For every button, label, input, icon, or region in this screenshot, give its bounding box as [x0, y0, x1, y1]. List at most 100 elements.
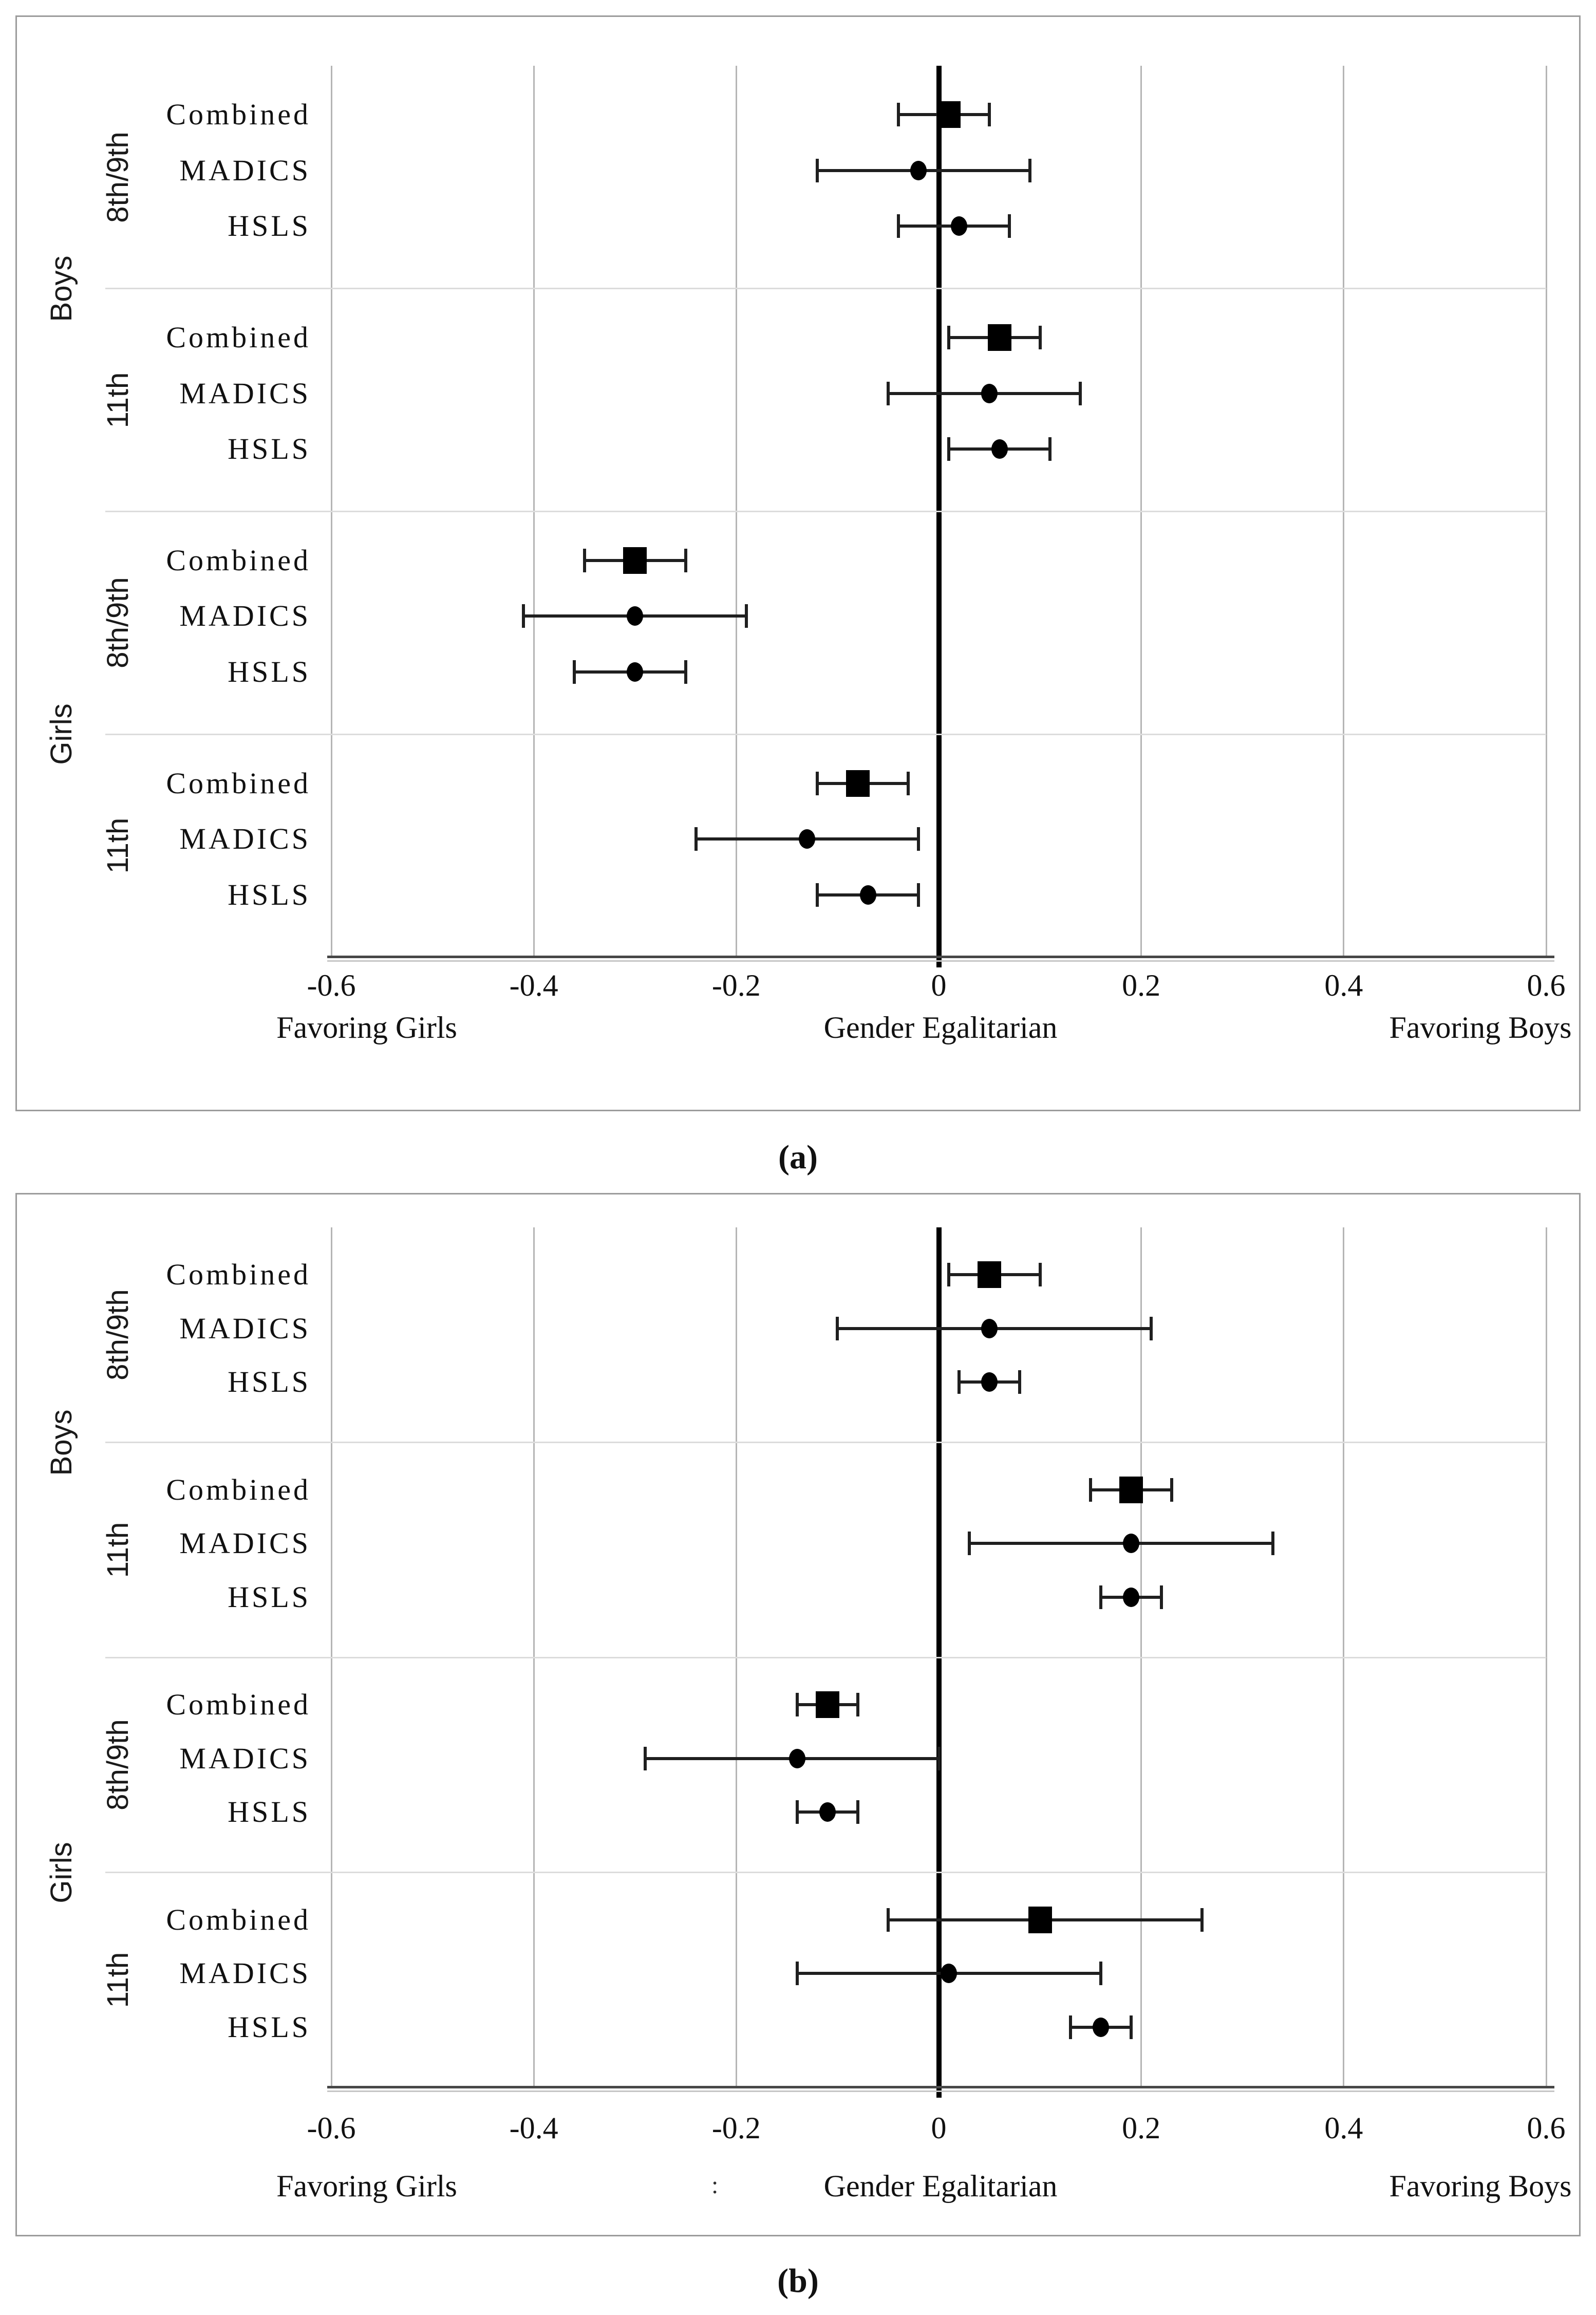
ci-cap-high [1048, 437, 1052, 461]
x-tick-label: 0 [931, 2111, 947, 2145]
row-label-hsls: HSLS [228, 2010, 311, 2044]
ci-cap-low [886, 1908, 890, 1932]
combined-summary-marker [978, 1261, 1002, 1289]
row-label-hsls: HSLS [228, 432, 311, 466]
row-label-madics: MADICS [179, 376, 311, 410]
ci-cap-low [643, 1746, 647, 1770]
favoring-girls-label: Favoring Girls [276, 1011, 457, 1044]
row-label-combined: Combined [166, 1258, 311, 1292]
panel-a-axis-annotations: Favoring Girls Gender Egalitarian Favori… [17, 1006, 1579, 1049]
zero-reference-line [936, 66, 942, 967]
ci-cap-high [856, 1693, 859, 1717]
x-tick-label: -0.6 [307, 2111, 356, 2145]
ci-cap-high [1018, 1370, 1022, 1394]
study-estimate-marker [950, 216, 967, 236]
ci-cap-low [816, 883, 819, 907]
ci-cap-low [583, 548, 586, 572]
ci-cap-high [856, 1800, 859, 1824]
ci-cap-high [1170, 1478, 1173, 1502]
x-axis-underline [327, 960, 1554, 962]
x-tick-label: 0.2 [1122, 968, 1161, 1002]
favoring-boys-label: Favoring Boys [1389, 1011, 1572, 1044]
study-estimate-marker [981, 1372, 998, 1392]
ci-cap-high [1099, 1962, 1102, 1986]
row-label-madics: MADICS [179, 599, 311, 633]
study-estimate-marker [819, 1802, 836, 1822]
ci-cap-low [816, 771, 819, 795]
gender-label-boys: Boys [45, 255, 78, 322]
study-estimate-marker [1092, 2017, 1109, 2037]
gridline-0.6 [1545, 66, 1547, 957]
ci-cap-low [573, 660, 576, 684]
panel-a-x-axis-ticks: -0.6 -0.4 -0.2 0 0.2 0.4 0.6 [307, 966, 1566, 1004]
x-tick-label: 0.4 [1324, 968, 1363, 1002]
panel-b-axis-annotations: Favoring Girls Gender Egalitarian Favori… [17, 2164, 1579, 2208]
ci-cap-high [988, 103, 991, 127]
combined-summary-marker [815, 1691, 839, 1719]
ci-cap-high [1038, 1263, 1042, 1287]
combined-summary-marker [1028, 1906, 1052, 1933]
x-tick-label: 0.4 [1324, 2111, 1363, 2145]
ci-cap-low [967, 1532, 971, 1556]
x-axis-line [327, 2086, 1554, 2088]
confidence-interval [969, 1542, 1273, 1545]
ci-cap-high [1129, 2015, 1133, 2039]
row-label-madics: MADICS [179, 1311, 311, 1345]
gender-label-girls: Girls [45, 703, 78, 765]
row-label-combined: Combined [166, 1472, 311, 1506]
ci-cap-high [684, 548, 687, 572]
ci-cap-low [896, 214, 900, 238]
study-estimate-marker [627, 606, 644, 626]
group-separator [105, 1872, 1546, 1873]
x-tick-label: -0.4 [509, 2111, 558, 2145]
ci-cap-low [947, 326, 951, 350]
row-label-hsls: HSLS [228, 209, 311, 243]
group-separator [105, 733, 1546, 735]
combined-summary-marker [937, 101, 961, 128]
panel-b-plot-area: Boys 8th/9th Combined MADICS HSLS 11th Combine… [45, 1227, 1554, 2098]
x-tick-label: 0.2 [1122, 2111, 1161, 2145]
study-estimate-marker [627, 662, 644, 682]
ci-cap-high [1008, 214, 1011, 238]
row-label-combined: Combined [166, 98, 311, 132]
ci-cap-low [795, 1800, 799, 1824]
ci-cap-high [1150, 1316, 1153, 1340]
x-tick-label: 0.6 [1527, 968, 1566, 1002]
gender-label-boys: Boys [45, 1409, 78, 1476]
ci-cap-low [886, 381, 890, 405]
study-estimate-marker [1122, 1534, 1139, 1554]
ci-cap-low [816, 158, 819, 182]
panel-b-x-axis-ticks: -0.6 -0.4 -0.2 0 0.2 0.4 0.6 [307, 2109, 1566, 2147]
ci-cap-low [1089, 1478, 1093, 1502]
panel-b: Boys 8th/9th Combined MADICS HSLS 11th Combine… [15, 1193, 1581, 2236]
ci-cap-low [957, 1370, 961, 1394]
row-label-combined: Combined [166, 543, 311, 577]
ci-cap-low [694, 827, 698, 851]
row-label-hsls: HSLS [228, 1365, 311, 1399]
ci-cap-low [1068, 2015, 1072, 2039]
group-separator [105, 1442, 1546, 1443]
gridline-0.6 [1545, 1227, 1547, 2087]
row-label-combined: Combined [166, 1688, 311, 1722]
ci-cap-high [1200, 1908, 1204, 1932]
row-label-hsls: HSLS [228, 1795, 311, 1829]
x-tick-label: -0.2 [711, 2111, 761, 2145]
ci-cap-high [907, 771, 910, 795]
favoring-girls-label: Favoring Girls [276, 2169, 457, 2203]
study-estimate-marker [799, 829, 816, 849]
gender-label-girls: Girls [45, 1841, 78, 1903]
ci-cap-low [795, 1693, 799, 1717]
group-separator [105, 511, 1546, 512]
row-label-madics: MADICS [179, 822, 311, 856]
combined-summary-marker [623, 547, 647, 574]
study-estimate-marker [859, 885, 876, 905]
x-tick-label: 0 [931, 968, 947, 1002]
zero-reference-line [936, 1227, 942, 2098]
panel-a: Boys 8th/9th Combined MADICS HSLS 11th Combine… [15, 15, 1581, 1111]
row-label-madics: MADICS [179, 1741, 311, 1775]
ci-cap-high [1038, 326, 1042, 350]
ci-cap-high [917, 883, 921, 907]
row-label-hsls: HSLS [228, 878, 311, 911]
ci-cap-high [1271, 1532, 1274, 1556]
ci-cap-high [1160, 1585, 1163, 1609]
